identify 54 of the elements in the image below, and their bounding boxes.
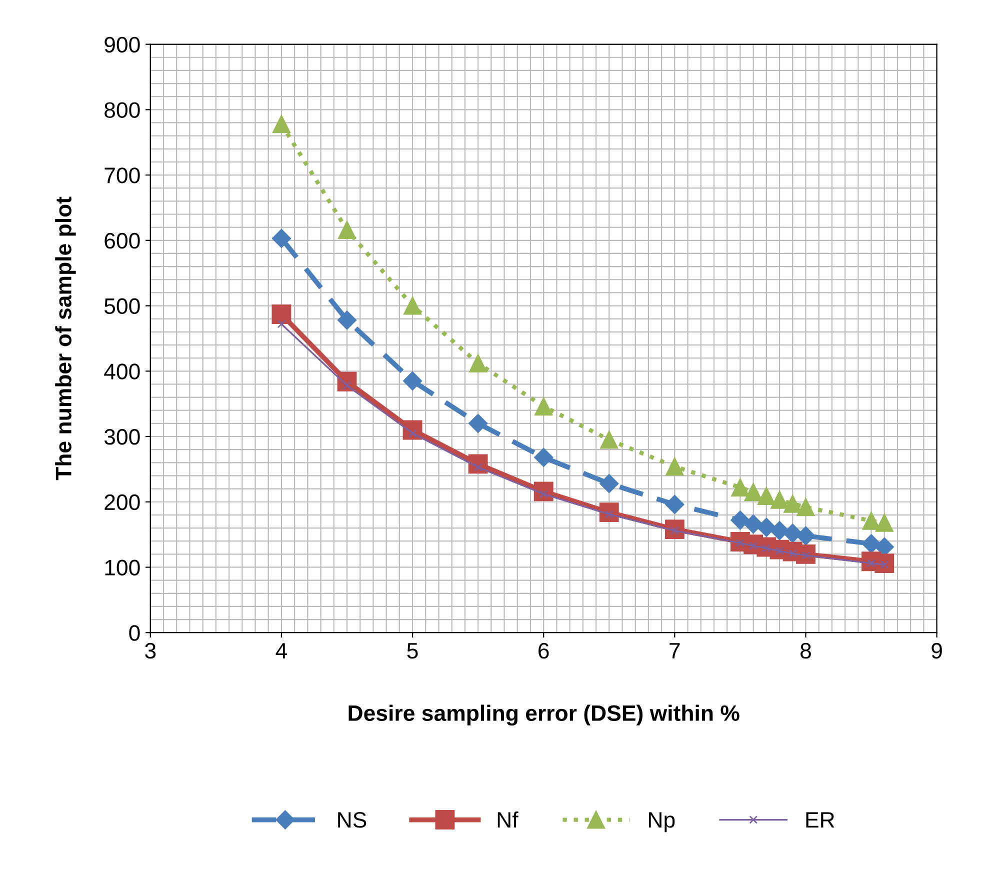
- point: [338, 220, 356, 239]
- point: [337, 310, 357, 330]
- x-tick-label: 3: [145, 642, 156, 659]
- point: [875, 514, 894, 532]
- point: [272, 228, 291, 248]
- point: [744, 514, 763, 534]
- y-tick-label: 500: [104, 298, 140, 314]
- x-tick-label: 6: [538, 642, 549, 659]
- x-tick-label: 5: [407, 643, 418, 659]
- point: [796, 498, 815, 516]
- point: [600, 474, 619, 494]
- x-tick-label: 7: [670, 643, 680, 658]
- y-tick-label: 800: [104, 102, 140, 118]
- x-tick-label: 4: [276, 643, 287, 658]
- y-tick-label: 100: [105, 560, 140, 576]
- y-tick-label: 700: [104, 168, 140, 184]
- point: [862, 512, 880, 530]
- point: [770, 521, 790, 540]
- point: [862, 534, 881, 554]
- point: [468, 414, 488, 433]
- y-tick-label: 0: [129, 625, 140, 641]
- y-tick-label: 200: [104, 494, 140, 510]
- point: [600, 430, 618, 449]
- point: [730, 510, 750, 530]
- y-tick-label: 400: [104, 364, 140, 380]
- legend-label: Np: [648, 812, 675, 832]
- x-tick-label: 8: [800, 642, 811, 659]
- y-tick-label: 300: [104, 429, 140, 445]
- point: [784, 494, 802, 513]
- point: [796, 526, 816, 546]
- point: [277, 320, 286, 328]
- point: [404, 296, 422, 315]
- point: [272, 304, 292, 324]
- legend-label: Nf: [498, 811, 518, 828]
- point: [770, 490, 789, 509]
- y-tick-label: 900: [104, 36, 140, 53]
- point: [744, 483, 762, 502]
- legend-label: ER: [806, 812, 834, 828]
- x-tick-label: 9: [932, 642, 942, 659]
- point: [272, 115, 290, 134]
- point: [731, 478, 750, 497]
- y-tick-label: 600: [104, 232, 140, 249]
- y-axis-title: The number of sample plot: [55, 196, 76, 480]
- point: [757, 486, 776, 506]
- point: [469, 354, 488, 372]
- point: [783, 524, 802, 543]
- point: [665, 494, 684, 514]
- point: [534, 397, 553, 416]
- point: [403, 371, 422, 390]
- point: [666, 458, 684, 476]
- point: [534, 448, 554, 467]
- x-axis-title: Desire sampling error (DSE) within %: [348, 704, 740, 726]
- legend-label: NS: [338, 812, 366, 828]
- point: [756, 518, 776, 537]
